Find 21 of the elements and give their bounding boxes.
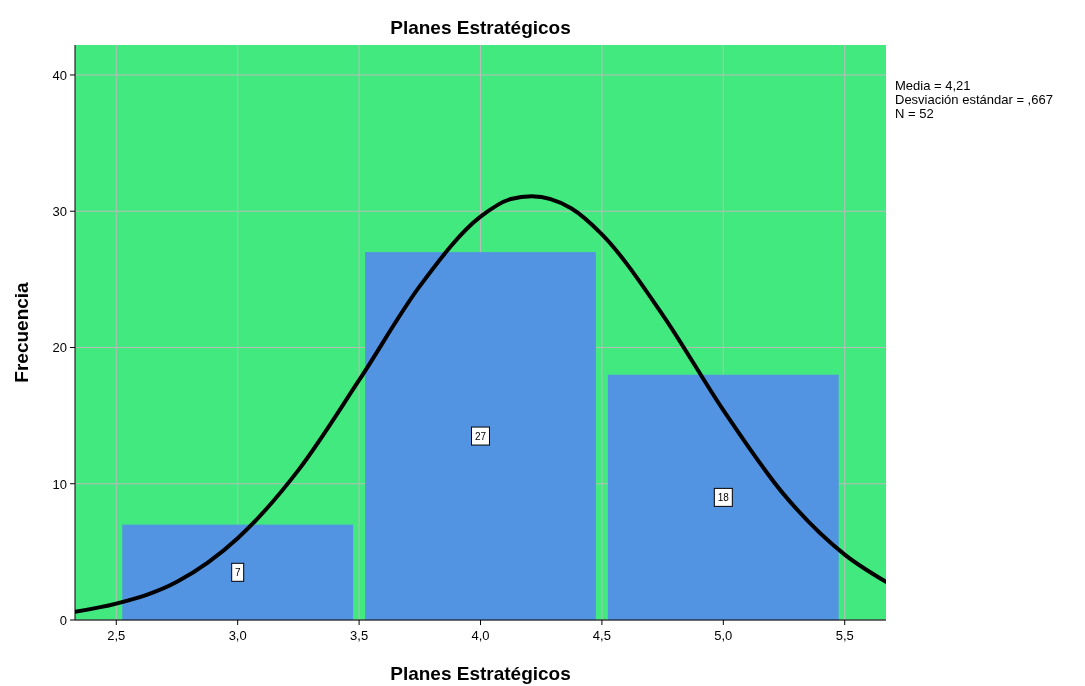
y-tick-label: 20 bbox=[52, 340, 67, 356]
text: Desviación estándar = ,667 bbox=[895, 92, 1053, 107]
data-label: 27 bbox=[474, 431, 487, 443]
chart-title: Planes Estratégicos bbox=[390, 17, 571, 38]
y-tick-label: 40 bbox=[52, 67, 67, 83]
x-tick-label: 4,5 bbox=[592, 628, 611, 643]
x-tick-label: 5,5 bbox=[835, 628, 854, 643]
x-tick-label: 5,0 bbox=[714, 628, 733, 643]
data-label: 7 bbox=[234, 567, 241, 579]
y-tick-label: 30 bbox=[52, 204, 67, 220]
x-tick-label: 3,0 bbox=[228, 628, 247, 643]
x-tick-label: 3,5 bbox=[350, 628, 369, 643]
x-tick-label: 2,5 bbox=[107, 628, 126, 643]
x-tick-label: 4,0 bbox=[471, 628, 490, 643]
text: Media = 4,21 bbox=[895, 78, 971, 93]
data-label: 18 bbox=[717, 492, 730, 504]
y-tick-label: 10 bbox=[52, 476, 67, 492]
text: N = 52 bbox=[895, 106, 934, 121]
x-axis-title: Planes Estratégicos bbox=[390, 663, 571, 684]
y-axis-title: Frecuencia bbox=[11, 281, 32, 383]
y-tick-label: 0 bbox=[59, 613, 67, 628]
